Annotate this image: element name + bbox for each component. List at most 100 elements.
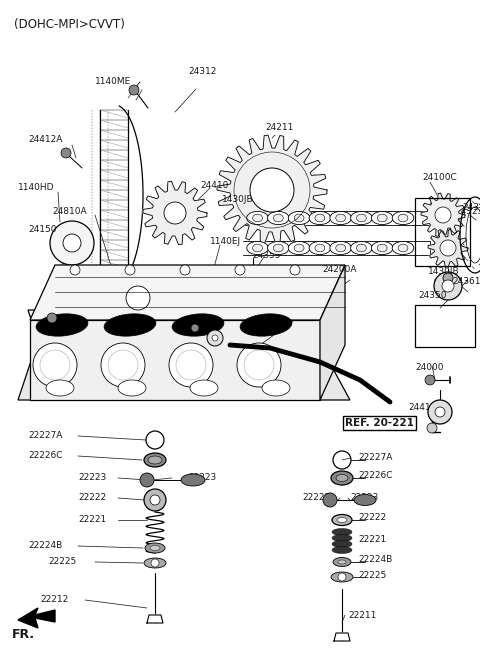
Ellipse shape [332, 546, 352, 553]
Text: 22222: 22222 [78, 493, 106, 502]
Ellipse shape [252, 214, 263, 222]
Ellipse shape [288, 212, 310, 225]
Polygon shape [320, 265, 345, 400]
Text: 22211: 22211 [348, 610, 376, 620]
Ellipse shape [338, 560, 346, 564]
Circle shape [129, 85, 139, 95]
Ellipse shape [172, 314, 224, 336]
Bar [415, 305, 475, 347]
Ellipse shape [398, 244, 408, 252]
Ellipse shape [331, 572, 353, 582]
Text: 24211: 24211 [265, 122, 293, 132]
Ellipse shape [288, 242, 310, 255]
Ellipse shape [148, 456, 162, 464]
Circle shape [440, 240, 456, 256]
Ellipse shape [336, 244, 346, 252]
Ellipse shape [332, 529, 352, 536]
Ellipse shape [332, 534, 352, 542]
Text: 24200A: 24200A [322, 265, 357, 274]
Ellipse shape [357, 244, 366, 252]
Ellipse shape [46, 380, 74, 396]
Circle shape [164, 202, 186, 224]
Text: 24412A: 24412A [28, 136, 62, 145]
Polygon shape [30, 265, 345, 320]
Ellipse shape [377, 214, 387, 222]
Ellipse shape [294, 214, 304, 222]
Polygon shape [217, 135, 327, 245]
Circle shape [50, 221, 94, 265]
Text: 22223: 22223 [78, 474, 106, 483]
Text: 22221: 22221 [78, 515, 106, 525]
Text: 22227A: 22227A [28, 432, 62, 441]
Circle shape [442, 280, 454, 292]
Ellipse shape [315, 244, 325, 252]
Ellipse shape [350, 212, 372, 225]
Text: 24321: 24321 [462, 204, 480, 212]
Text: 1430JB: 1430JB [222, 195, 253, 204]
Text: FR.: FR. [12, 628, 35, 641]
Text: 24312: 24312 [188, 67, 216, 77]
Ellipse shape [252, 244, 263, 252]
Ellipse shape [372, 242, 393, 255]
Circle shape [428, 400, 452, 424]
Text: 22223: 22223 [302, 493, 330, 502]
Text: 22226C: 22226C [28, 451, 62, 460]
Polygon shape [421, 193, 465, 237]
Text: 1140EJ: 1140EJ [210, 238, 241, 246]
Circle shape [125, 265, 135, 275]
Circle shape [126, 286, 150, 310]
Text: 22212: 22212 [40, 595, 68, 605]
Circle shape [435, 207, 451, 223]
Circle shape [427, 423, 437, 433]
Ellipse shape [354, 495, 376, 506]
Ellipse shape [309, 212, 331, 225]
Ellipse shape [274, 214, 283, 222]
Polygon shape [428, 228, 468, 268]
Circle shape [207, 330, 223, 346]
Ellipse shape [336, 214, 346, 222]
Circle shape [110, 270, 166, 326]
Circle shape [443, 273, 453, 283]
Ellipse shape [332, 540, 352, 548]
Ellipse shape [350, 242, 372, 255]
Circle shape [101, 343, 145, 387]
Circle shape [212, 335, 218, 341]
Ellipse shape [267, 212, 289, 225]
Circle shape [150, 495, 160, 505]
Circle shape [70, 265, 80, 275]
Circle shape [435, 407, 445, 417]
Circle shape [144, 489, 166, 511]
Ellipse shape [190, 380, 218, 396]
Text: 24410A: 24410A [408, 403, 443, 413]
Ellipse shape [267, 242, 289, 255]
Ellipse shape [247, 212, 268, 225]
Circle shape [191, 324, 199, 332]
Circle shape [425, 375, 435, 385]
Circle shape [47, 313, 57, 323]
Circle shape [237, 343, 281, 387]
Circle shape [338, 573, 346, 581]
Circle shape [169, 343, 213, 387]
Bar [415, 198, 470, 266]
Polygon shape [28, 310, 330, 345]
Text: 22224B: 22224B [28, 542, 62, 550]
Ellipse shape [145, 543, 165, 553]
Ellipse shape [294, 244, 304, 252]
Ellipse shape [330, 242, 351, 255]
Ellipse shape [144, 453, 166, 467]
Text: 22227A: 22227A [358, 453, 392, 462]
Circle shape [249, 268, 257, 276]
Ellipse shape [398, 214, 408, 222]
Text: 22222: 22222 [358, 514, 386, 523]
Text: 1430JB: 1430JB [428, 267, 460, 276]
Text: 24355: 24355 [252, 250, 280, 259]
Text: (DOHC-MPI>CVVT): (DOHC-MPI>CVVT) [14, 18, 125, 31]
Bar [30, 320, 320, 400]
Text: 22225: 22225 [358, 571, 386, 580]
Polygon shape [147, 615, 163, 623]
Circle shape [180, 265, 190, 275]
Circle shape [140, 473, 154, 487]
Ellipse shape [118, 380, 146, 396]
Text: 22224B: 22224B [358, 555, 392, 565]
Ellipse shape [262, 380, 290, 396]
